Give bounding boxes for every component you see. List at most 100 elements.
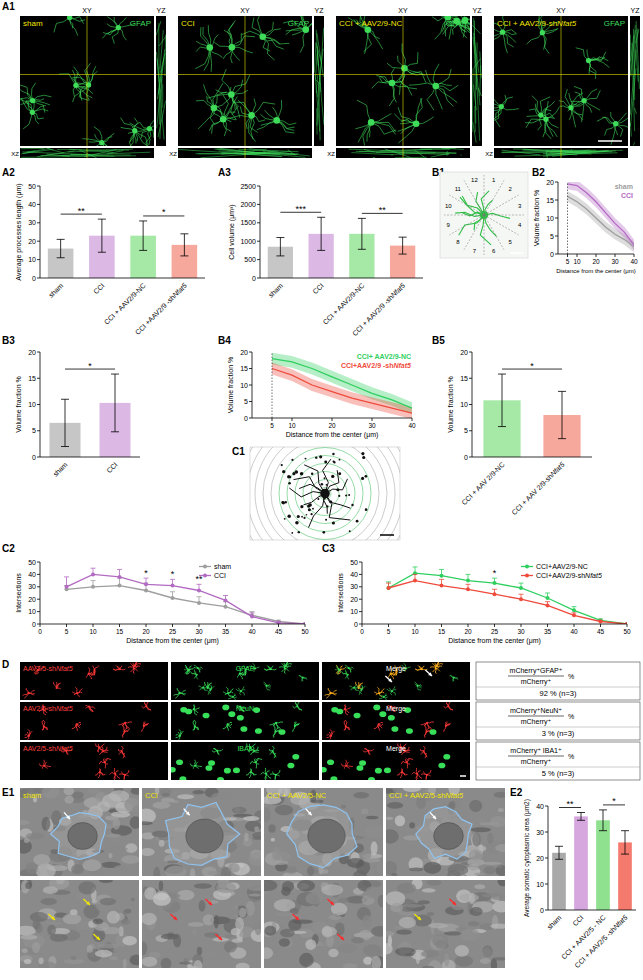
cell: [203, 713, 210, 719]
speck: [351, 504, 353, 506]
cell-process: [74, 67, 79, 86]
texture: [131, 788, 139, 795]
text-run: %: [568, 713, 574, 720]
cell-process: [135, 131, 148, 145]
sector-line: [449, 195, 484, 215]
image-yz: [472, 16, 482, 146]
table-rule: [476, 687, 640, 688]
texture: [248, 852, 261, 867]
sector-line: [484, 215, 524, 216]
cell-process: [276, 722, 283, 724]
cell-process: [59, 74, 76, 85]
speck: [513, 149, 612, 152]
panel-label: C2: [2, 543, 15, 554]
text-run: C3: [322, 543, 335, 554]
texture: [70, 909, 78, 915]
cell-body: [432, 83, 439, 90]
cell-process: [43, 727, 44, 731]
image-xz: [336, 148, 470, 158]
cell-process: [379, 697, 384, 699]
speck: [636, 21, 639, 89]
table-cell: [476, 702, 640, 740]
cell-body: [436, 665, 438, 667]
texture: [153, 867, 160, 876]
image: [20, 880, 139, 968]
cell: [406, 728, 413, 734]
cell-process: [368, 749, 373, 751]
condition-label: sham: [23, 19, 43, 28]
speck: [199, 153, 281, 154]
cell: [354, 713, 361, 719]
image-yz: [630, 16, 640, 146]
speck: [298, 531, 300, 533]
sholl-ring: [295, 464, 355, 524]
texture: [142, 913, 157, 926]
cell-process: [283, 663, 285, 669]
condition-label: sham: [23, 791, 41, 800]
cell: [384, 768, 391, 774]
cell-process: [194, 727, 195, 731]
cell-body: [145, 705, 147, 707]
texture: [142, 941, 147, 955]
fraction-line: [508, 716, 564, 717]
text-run: mCherry⁺: [521, 718, 552, 726]
cell-process: [543, 119, 546, 137]
cell-process: [208, 25, 211, 47]
text-run: CCI: [145, 791, 158, 800]
cell-body: [119, 668, 121, 670]
speck: [23, 149, 54, 153]
speck: [324, 477, 326, 479]
texture: [222, 902, 233, 908]
speck: [314, 43, 316, 72]
speck: [295, 521, 299, 525]
cell-process: [371, 122, 396, 134]
cell-process: [122, 751, 126, 754]
text-run: Nfat5: [56, 705, 73, 712]
cell-process: [589, 61, 596, 79]
cell-body: [391, 690, 393, 692]
cell-process: [391, 691, 392, 695]
texture: [192, 790, 204, 794]
cell: [391, 726, 398, 732]
cell-outline: [51, 813, 107, 860]
cell-body: [124, 774, 126, 776]
cell-process: [347, 675, 348, 680]
cell-process: [32, 83, 36, 101]
cell-process: [222, 69, 232, 94]
speck: [164, 35, 166, 77]
cell-process: [336, 665, 340, 670]
cell-process: [540, 97, 550, 115]
texture: [264, 807, 271, 822]
cell-body: [99, 771, 101, 773]
cell-body: [453, 677, 455, 679]
crosshair: [156, 74, 166, 75]
cell-process: [265, 774, 266, 780]
cell-process: [146, 706, 150, 709]
table-text: mCherry⁺GFAP⁺: [510, 667, 563, 675]
cell-process: [195, 48, 210, 69]
cell-process: [99, 761, 105, 764]
speck: [311, 472, 313, 474]
cell-process: [297, 706, 301, 709]
texture: [247, 884, 261, 899]
texture: [82, 859, 101, 871]
crosshair: [87, 16, 88, 146]
channel-label: Merge: [386, 705, 406, 713]
texture: [361, 809, 368, 815]
text-run: 9: [447, 222, 451, 228]
cell-process: [400, 772, 402, 778]
speck: [291, 532, 293, 534]
cell-process: [100, 751, 104, 755]
texture: [159, 881, 163, 891]
text-run: 11: [455, 186, 462, 192]
texture: [109, 956, 118, 960]
condition-label: CCI + AAV2/9-NC: [339, 19, 402, 28]
texture: [236, 963, 250, 968]
cell-process: [417, 686, 421, 690]
speck: [219, 148, 255, 152]
cell: [375, 768, 382, 774]
figure: A1A2A3B1B2B3B4B5C1C2C3DE1E2shamGFAPXYYZX…: [0, 0, 643, 980]
cell-body: [250, 771, 252, 773]
cell-body: [435, 667, 437, 669]
cell-process: [114, 774, 115, 780]
